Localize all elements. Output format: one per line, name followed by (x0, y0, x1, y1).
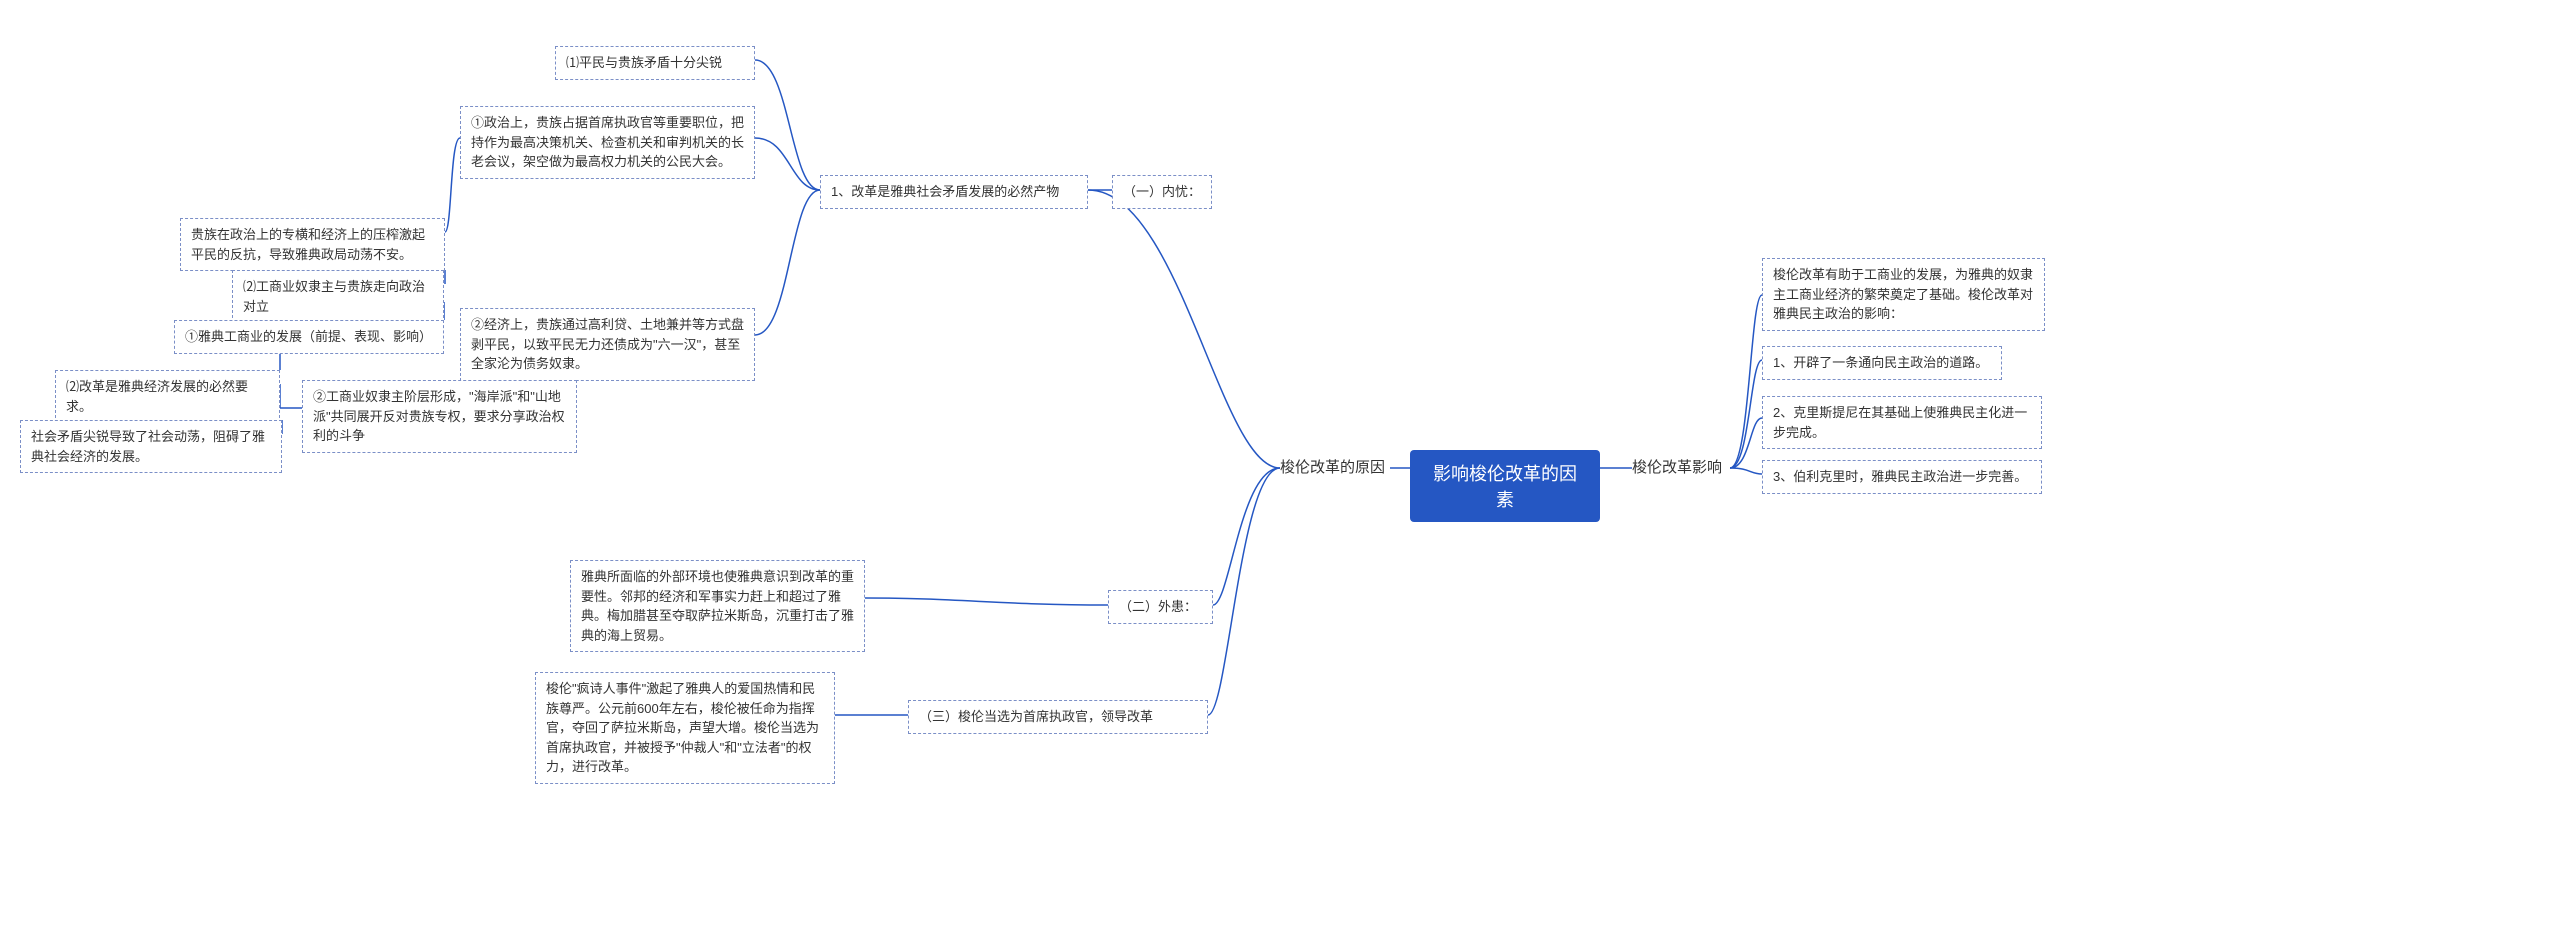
reason-2[interactable]: ⑵改革是雅典经济发展的必然要求。 (55, 370, 280, 423)
r1b-1[interactable]: 雅典所面临的外部环境也使雅典意识到改革的重要性。邻邦的经济和军事实力赶上和超过了… (570, 560, 865, 652)
impact-2[interactable]: 1、开辟了一条通向民主政治的道路。 (1762, 346, 2002, 380)
impact-3[interactable]: 2、克里斯提尼在其基础上使雅典民主化进一步完成。 (1762, 396, 2042, 449)
r1a-1-2[interactable]: ②经济上，贵族通过高利贷、土地兼并等方式盘剥平民，以致平民无力还债成为"六一汉"… (460, 308, 755, 381)
reason-1-b[interactable]: （二）外患： (1108, 590, 1213, 624)
reason-2-b[interactable]: 社会矛盾尖锐导致了社会动荡，阻碍了雅典社会经济的发展。 (20, 420, 282, 473)
branch-impacts[interactable]: 梭伦改革影响 (1632, 456, 1722, 477)
r1a-1-1-a[interactable]: 贵族在政治上的专横和经济上的压榨激起平民的反抗，导致雅典政局动荡不安。 (180, 218, 445, 271)
r1a-1-1[interactable]: ①政治上，贵族占据首席执政官等重要职位，把持作为最高决策机关、检查机关和审判机关… (460, 106, 755, 179)
r1a-2-1[interactable]: ①雅典工商业的发展（前提、表现、影响） (174, 320, 444, 354)
reason-1-a[interactable]: （一）内忧： (1112, 175, 1212, 209)
reason-1[interactable]: 1、改革是雅典社会矛盾发展的必然产物 (820, 175, 1088, 209)
branch-reasons[interactable]: 梭伦改革的原因 (1280, 456, 1385, 477)
reason-2-a[interactable]: ②工商业奴隶主阶层形成，"海岸派"和"山地派"共同展开反对贵族专权，要求分享政治… (302, 380, 577, 453)
reason-1-c[interactable]: （三）梭伦当选为首席执政官，领导改革 (908, 700, 1208, 734)
impact-1[interactable]: 梭伦改革有助于工商业的发展，为雅典的奴隶主工商业经济的繁荣奠定了基础。梭伦改革对… (1762, 258, 2045, 331)
r1a-2[interactable]: ⑵工商业奴隶主与贵族走向政治对立 (232, 270, 444, 323)
root-node[interactable]: 影响梭伦改革的因素 (1410, 450, 1600, 522)
r1a-1[interactable]: ⑴平民与贵族矛盾十分尖锐 (555, 46, 755, 80)
r1c-1[interactable]: 梭伦"疯诗人事件"激起了雅典人的爱国热情和民族尊严。公元前600年左右，梭伦被任… (535, 672, 835, 784)
impact-4[interactable]: 3、伯利克里时，雅典民主政治进一步完善。 (1762, 460, 2042, 494)
